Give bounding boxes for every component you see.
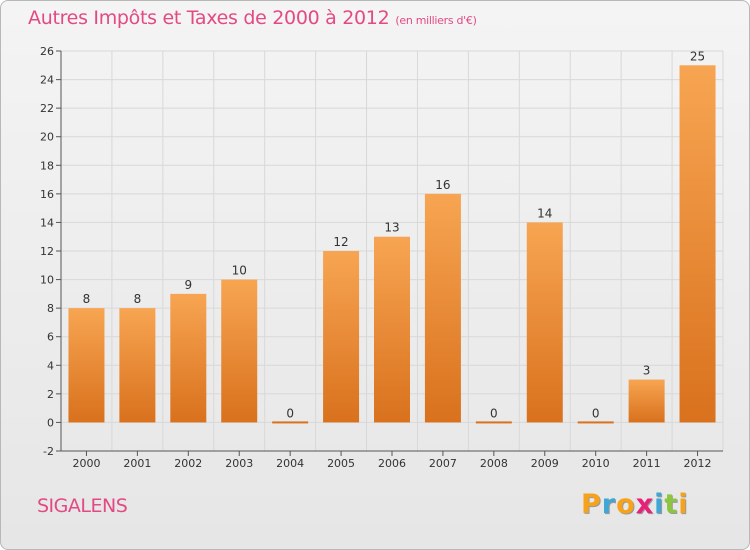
bar [221, 279, 258, 423]
logo-letter: i [654, 489, 665, 520]
x-tick-label: 2009 [531, 457, 559, 470]
y-tick-label: 14 [40, 216, 54, 229]
x-tick-label: 2008 [480, 457, 508, 470]
bar-value-label: 25 [690, 49, 705, 63]
x-tick-label: 2004 [276, 457, 304, 470]
x-tick-label: 2002 [174, 457, 202, 470]
y-tick-label: 24 [40, 74, 54, 87]
bar [679, 65, 716, 423]
x-tick-label: 2010 [582, 457, 610, 470]
bar [475, 421, 512, 424]
bar [170, 293, 207, 423]
bar-value-label: 13 [384, 221, 399, 235]
logo-letter: o [616, 489, 636, 520]
bar-value-label: 3 [643, 364, 651, 378]
chart-title-text: Autres Impôts et Taxes de 2000 à 2012 [28, 7, 390, 29]
y-tick-label: 8 [47, 302, 54, 315]
bar-value-label: 0 [592, 406, 600, 420]
y-tick-label: 0 [47, 416, 54, 429]
chart-unit-note: (en milliers d'€) [395, 14, 477, 27]
y-tick-label: 10 [40, 274, 54, 287]
logo-letter: P [581, 489, 602, 520]
x-tick-label: 2007 [429, 457, 457, 470]
bar [577, 421, 614, 424]
bar-value-label: 9 [184, 278, 192, 292]
y-tick-label: 12 [40, 245, 54, 258]
x-tick-label: 2006 [378, 457, 406, 470]
y-tick-label: 4 [47, 359, 54, 372]
chart-title: Autres Impôts et Taxes de 2000 à 2012 (en… [28, 7, 477, 29]
bar [526, 222, 563, 423]
bar [68, 308, 105, 423]
y-tick-label: 22 [40, 102, 54, 115]
bar-value-label: 12 [333, 235, 348, 249]
logo-letter: r [601, 489, 617, 520]
bar [424, 193, 461, 423]
logo-letter: x [635, 489, 655, 520]
bar-value-label: 14 [537, 206, 552, 220]
bar [374, 236, 410, 423]
bar [323, 251, 360, 423]
x-tick-label: 2003 [225, 457, 253, 470]
bar [628, 379, 665, 423]
bar [119, 308, 156, 423]
y-tick-label: 18 [40, 159, 54, 172]
place-name: SIGALENS [37, 495, 128, 517]
y-tick-label: 6 [47, 331, 54, 344]
y-tick-label: 20 [40, 131, 54, 144]
y-tick-label: 26 [40, 45, 54, 58]
bar-value-label: 8 [83, 292, 91, 306]
y-tick-label: 2 [47, 388, 54, 401]
proxiti-logo: Proxiti [581, 489, 689, 520]
x-tick-label: 2005 [327, 457, 355, 470]
x-tick-label: 2011 [633, 457, 661, 470]
bar-value-label: 16 [435, 178, 450, 192]
x-tick-label: 2000 [72, 457, 100, 470]
bar-value-label: 10 [232, 264, 247, 278]
logo-letter: i [678, 489, 689, 520]
y-tick-label: 16 [40, 188, 54, 201]
x-tick-label: 2001 [123, 457, 151, 470]
bar [272, 421, 309, 424]
x-tick-label: 2012 [684, 457, 712, 470]
bar-value-label: 0 [286, 406, 294, 420]
logo-letter: t [664, 489, 679, 520]
bar-value-label: 0 [490, 406, 498, 420]
bar-value-label: 8 [134, 292, 142, 306]
y-tick-label: -2 [43, 445, 54, 458]
